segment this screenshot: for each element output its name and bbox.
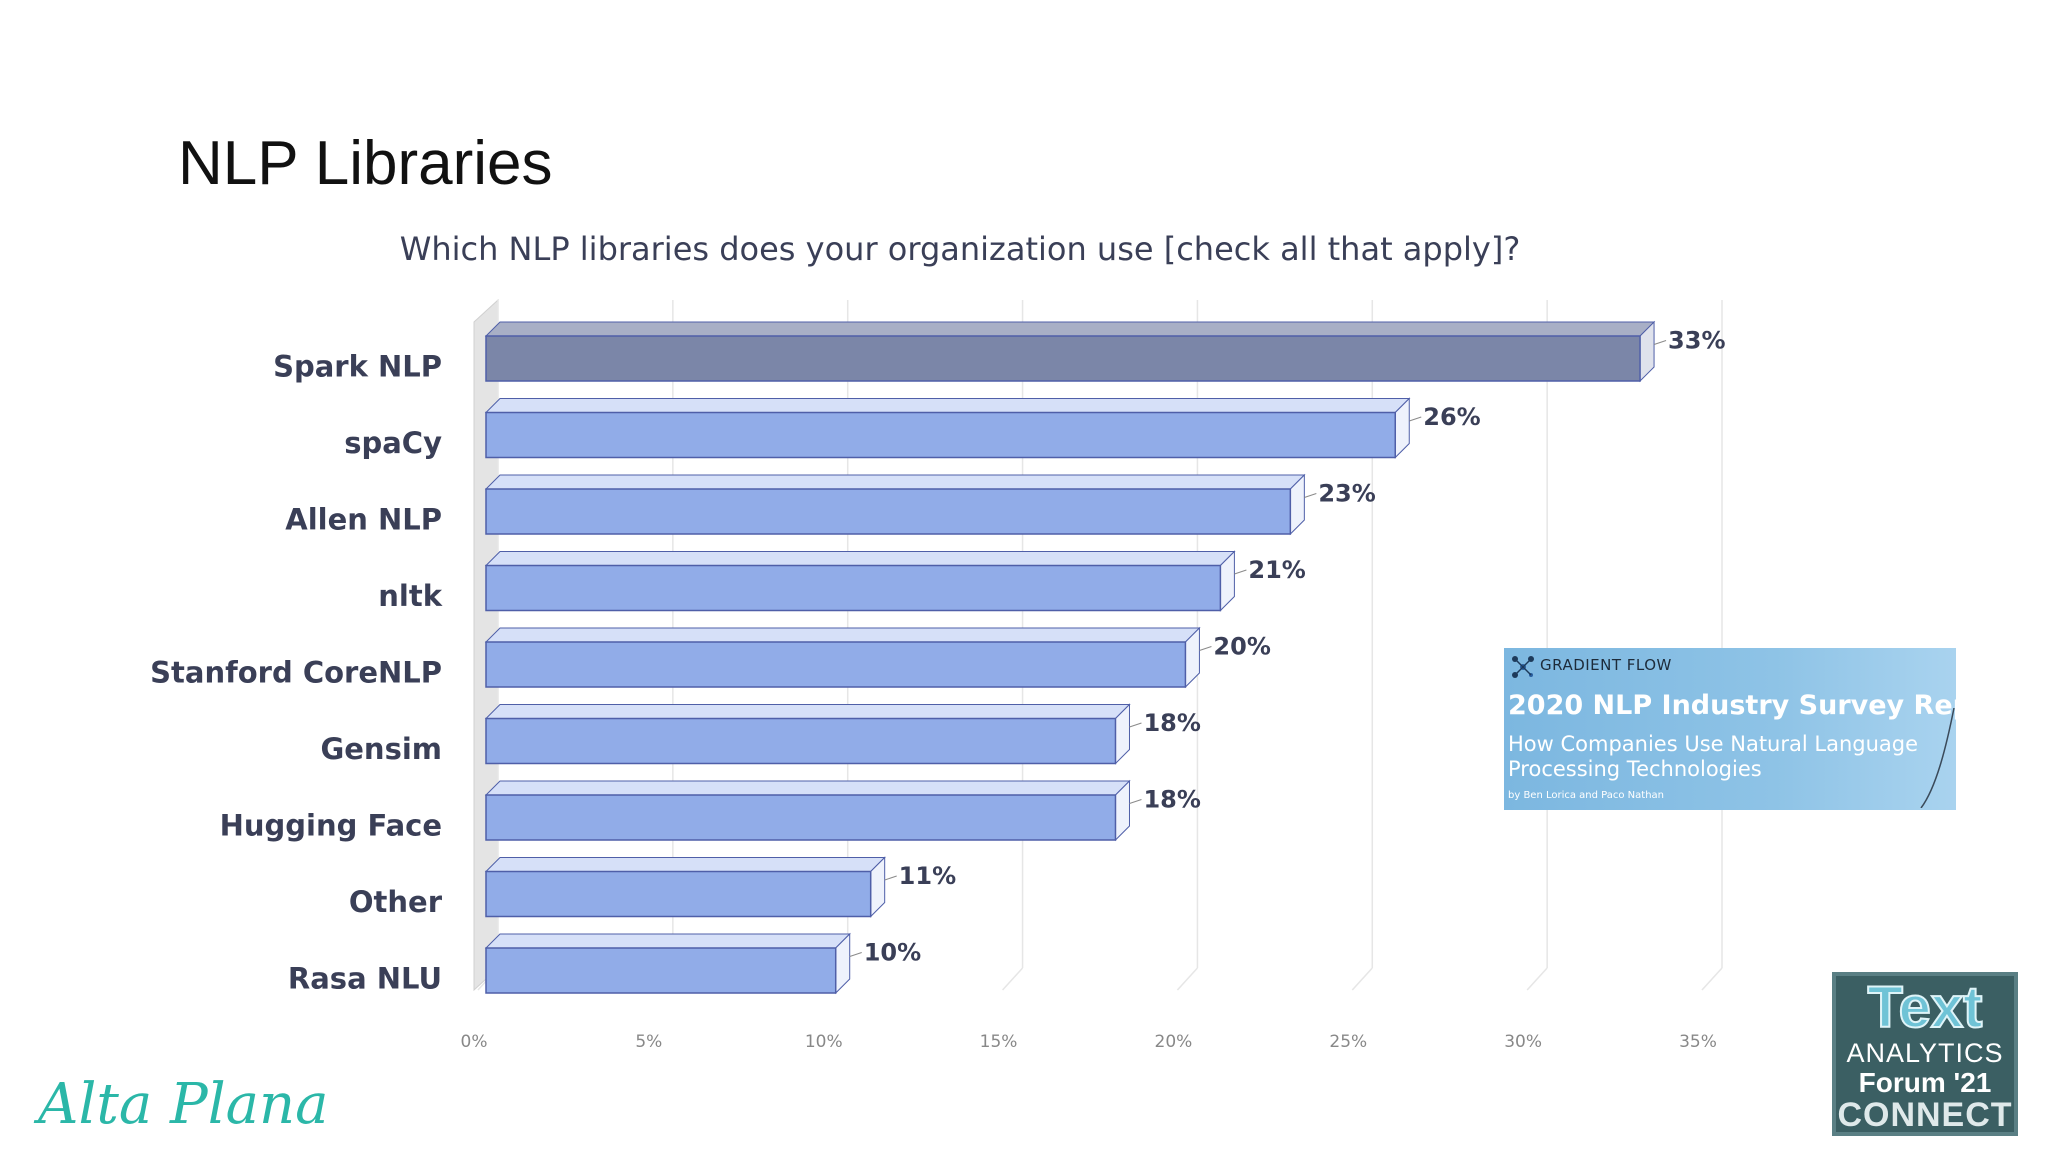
x-tick-label: 25%: [1329, 1032, 1367, 1052]
gridline-floor: [1002, 967, 1024, 991]
value-label: 18%: [1143, 786, 1200, 814]
value-label: 23%: [1318, 480, 1375, 508]
x-tick-label: 35%: [1679, 1032, 1717, 1052]
x-tick-label: 15%: [980, 1032, 1018, 1052]
value-leader: [884, 875, 897, 881]
bar-top: [484, 474, 1306, 490]
value-leader: [1409, 416, 1422, 422]
bar: [485, 335, 1641, 382]
bar: [485, 411, 1397, 459]
report-authors: by Ben Lorica and Paco Nathan: [1508, 790, 1665, 801]
decorative-swoosh-icon: [1920, 708, 1955, 808]
bar: [485, 641, 1187, 688]
report-brand: GRADIENT FLOW: [1540, 656, 1672, 674]
bar-top: [484, 704, 1131, 719]
x-tick-label: 5%: [635, 1032, 662, 1052]
bar: [485, 717, 1117, 765]
chart-title: Which NLP libraries does your organizati…: [399, 230, 1521, 268]
value-leader: [1304, 493, 1317, 498]
gridline-floor: [1176, 967, 1198, 991]
gridline-floor: [1351, 967, 1373, 991]
value-leader: [1129, 722, 1142, 728]
x-tick-label: 10%: [805, 1032, 843, 1052]
logo-line-2: ANALYTICS: [1846, 1038, 2004, 1068]
value-label: 11%: [899, 862, 956, 890]
bar-top: [484, 780, 1131, 796]
bar-top: [484, 551, 1236, 566]
bar-top: [484, 933, 851, 949]
value-leader: [849, 952, 862, 957]
value-label: 33%: [1668, 327, 1725, 355]
bars: [484, 320, 1667, 995]
slide-title: NLP Libraries: [178, 129, 553, 198]
bar: [485, 488, 1292, 535]
value-label: 10%: [864, 939, 921, 967]
category-label: Hugging Face: [220, 809, 442, 843]
category-label: Stanford CoreNLP: [150, 656, 442, 690]
value-leader: [1653, 340, 1667, 345]
bar-top: [484, 398, 1411, 413]
category-label: Gensim: [320, 732, 442, 766]
gridline-floor: [1526, 967, 1548, 991]
labels: 0% 5% 10% 15% 20% 25% 30% 35% 33% Spark NLP 26% spa…: [150, 327, 1725, 1053]
category-label: nltk: [378, 579, 442, 613]
bar: [485, 564, 1222, 612]
report-title: 2020 NLP Industry Survey Report: [1508, 690, 1956, 721]
logo-line-1: Text: [1867, 975, 1984, 1040]
category-label: Rasa NLU: [288, 962, 442, 996]
value-leader: [1234, 569, 1247, 575]
category-label: Other: [349, 885, 443, 919]
value-leader: [1199, 646, 1212, 651]
value-label: 18%: [1143, 709, 1200, 737]
x-tick-label: 0%: [461, 1032, 488, 1052]
x-tick-label: 30%: [1504, 1032, 1542, 1052]
report-cover-card: GRADIENT FLOW 2020 NLP Industry Survey R…: [1504, 648, 1956, 810]
value-leader: [1129, 799, 1142, 804]
report-subtitle: How Companies Use Natural Language Proce…: [1508, 732, 1919, 781]
bar: [485, 870, 872, 918]
logo-line-3: Forum '21: [1858, 1067, 1992, 1098]
bar: [485, 794, 1117, 841]
category-label: Spark NLP: [273, 350, 442, 384]
category-label: spaCy: [344, 426, 442, 460]
x-tick-label: 20%: [1155, 1032, 1193, 1052]
value-label: 20%: [1213, 633, 1270, 661]
value-label: 26%: [1423, 403, 1480, 431]
value-label: 21%: [1248, 556, 1305, 584]
alta-plana-logo: Alta Plana: [38, 1072, 329, 1137]
gradient-flow-logo-icon: [1512, 656, 1534, 678]
bar-top: [484, 627, 1201, 643]
text-analytics-forum-logo: Text ANALYTICS Forum '21 CONNECT: [1832, 972, 2018, 1136]
bar: [485, 947, 837, 994]
bar-top: [484, 321, 1656, 337]
bar-top: [484, 857, 886, 872]
category-label: Allen NLP: [285, 503, 442, 537]
gridline-floor: [1701, 967, 1723, 991]
logo-line-4: CONNECT: [1837, 1096, 2013, 1134]
